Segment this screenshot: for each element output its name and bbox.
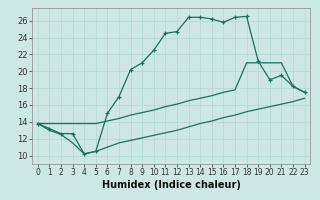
X-axis label: Humidex (Indice chaleur): Humidex (Indice chaleur) (102, 180, 241, 190)
